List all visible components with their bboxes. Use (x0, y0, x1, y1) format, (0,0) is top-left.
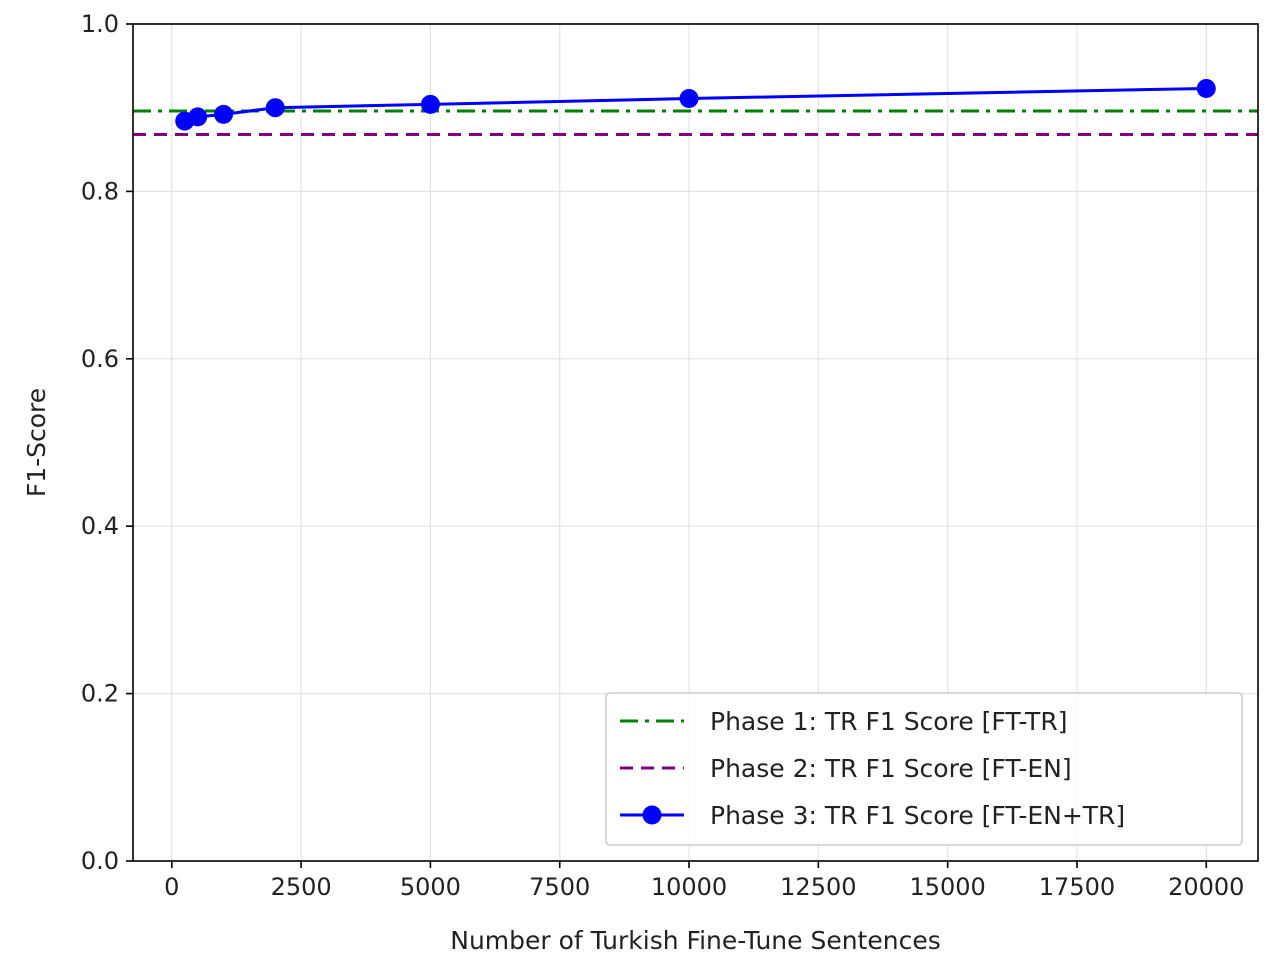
x-tick-label: 10000 (651, 873, 727, 901)
legend-label: Phase 1: TR F1 Score [FT-TR] (710, 707, 1067, 736)
x-tick-label: 15000 (909, 873, 985, 901)
series-layer (175, 78, 1216, 131)
x-tick-label: 17500 (1039, 873, 1115, 901)
y-tick-label: 0.4 (81, 512, 119, 540)
y-axis-label: F1-Score (22, 388, 51, 497)
data-point (188, 107, 208, 127)
legend-marker (642, 805, 662, 825)
data-point (679, 88, 699, 108)
x-tick-label: 7500 (529, 873, 590, 901)
legend-box (605, 692, 1243, 846)
x-axis-label: Number of Turkish Fine-Tune Sentences (450, 926, 940, 955)
x-tick-label: 5000 (400, 873, 461, 901)
plot-frame (132, 23, 1259, 862)
y-tick-label: 0.2 (81, 680, 119, 708)
x-tick-label: 2500 (271, 873, 332, 901)
data-point (420, 94, 440, 114)
data-point (265, 98, 285, 118)
data-point (214, 104, 234, 124)
y-tick-label: 0.8 (81, 177, 119, 205)
y-tick-label: 1.0 (81, 10, 119, 38)
reference-lines (133, 109, 1258, 136)
x-tick-label: 12500 (780, 873, 856, 901)
legend-label: Phase 3: TR F1 Score [FT-EN+TR] (710, 801, 1125, 830)
y-axis-ticks: 0.0 0.2 0.4 0.6 0.8 1.0 (81, 10, 133, 875)
data-point (1196, 78, 1216, 98)
x-tick-label: 0 (164, 873, 179, 901)
x-axis-ticks: 0 2500 5000 7500 10000 12500 15000 17500 20000 (164, 861, 1244, 901)
x-tick-label: 20000 (1168, 873, 1244, 901)
legend-label: Phase 2: TR F1 Score [FT-EN] (710, 754, 1072, 783)
y-tick-label: 0.6 (81, 345, 119, 373)
y-tick-label: 0.0 (81, 847, 119, 875)
legend: Phase 1: TR F1 Score [FT-TR] Phase 2: TR … (605, 692, 1243, 846)
